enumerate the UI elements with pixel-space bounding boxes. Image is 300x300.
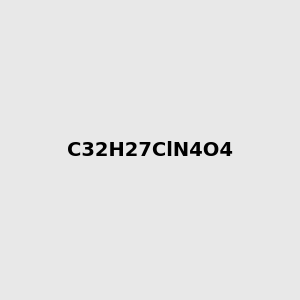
Text: C32H27ClN4O4: C32H27ClN4O4	[67, 140, 233, 160]
